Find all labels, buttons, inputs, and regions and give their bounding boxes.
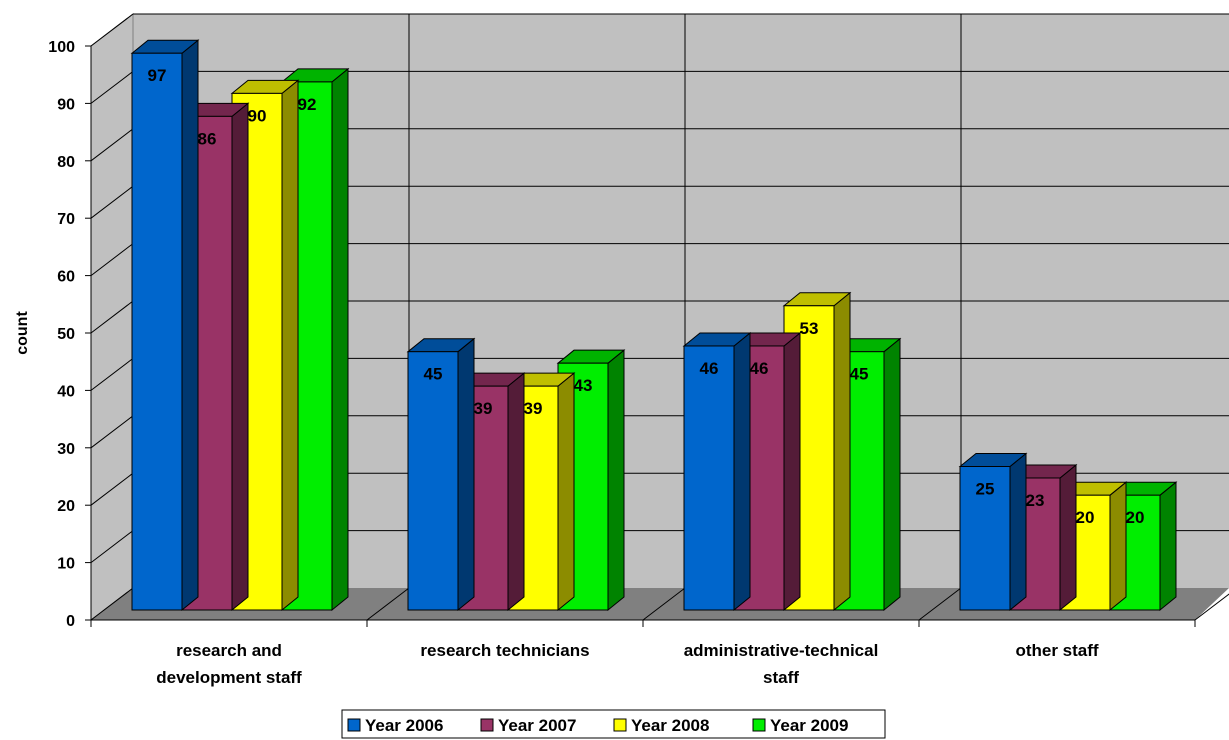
bar-side bbox=[1009, 452, 1027, 612]
y-tick-label: 80 bbox=[57, 154, 75, 171]
gridline-side bbox=[90, 243, 134, 276]
y-tick-labels: 0 10 20 30 40 50 60 70 80 90 100 bbox=[48, 39, 91, 630]
bar-1-2 bbox=[406, 337, 476, 612]
bar-side bbox=[507, 372, 525, 612]
y-tick-label: 10 bbox=[57, 556, 75, 573]
bar-side bbox=[181, 39, 199, 612]
data-labels: 92 90 86 97 43 39 39 45 45 53 46 46 20 20 23 25 bbox=[148, 66, 1145, 527]
gridline-side bbox=[90, 71, 134, 104]
data-label: 39 bbox=[474, 399, 493, 418]
y-tick-label: 50 bbox=[57, 326, 75, 343]
y-tick-label: 30 bbox=[57, 441, 75, 458]
bar-1-4 bbox=[958, 452, 1028, 612]
data-label: 92 bbox=[298, 95, 317, 114]
gridline-side bbox=[90, 472, 134, 506]
legend-swatch bbox=[752, 718, 766, 732]
y-axis-label: count bbox=[14, 311, 31, 355]
legend-swatch bbox=[613, 718, 627, 732]
data-label: 53 bbox=[800, 319, 819, 338]
bar-side bbox=[231, 102, 249, 612]
floor-divider bbox=[918, 587, 962, 621]
gridline-side bbox=[90, 415, 134, 449]
bar-side bbox=[883, 337, 901, 612]
legend-label: Year 2009 bbox=[770, 716, 848, 735]
data-label: 90 bbox=[248, 106, 267, 125]
data-label: 46 bbox=[750, 359, 769, 378]
chart-floor bbox=[91, 588, 1229, 620]
y-tick-label: 0 bbox=[66, 613, 75, 630]
data-label: 45 bbox=[424, 365, 443, 384]
x-tick-labels: research and development staff research te… bbox=[156, 641, 1099, 687]
legend-swatch bbox=[480, 718, 494, 732]
x-tick-label: other staff bbox=[1015, 641, 1098, 660]
legend-label: Year 2007 bbox=[498, 716, 576, 735]
data-label: 43 bbox=[574, 376, 593, 395]
data-label: 20 bbox=[1076, 508, 1095, 527]
gridline-side bbox=[90, 530, 134, 563]
gridline-side bbox=[90, 13, 134, 47]
data-label: 97 bbox=[148, 66, 167, 85]
bar-side bbox=[557, 372, 575, 612]
bar-side bbox=[607, 349, 625, 612]
bars bbox=[130, 39, 1178, 612]
bar-1-3 bbox=[682, 331, 752, 612]
data-label: 23 bbox=[1026, 491, 1045, 510]
y-tick-label: 40 bbox=[57, 383, 75, 400]
y-tick-label: 70 bbox=[57, 211, 75, 228]
bar-side bbox=[1159, 481, 1177, 612]
data-label: 39 bbox=[524, 399, 543, 418]
floor-divider bbox=[366, 587, 410, 621]
bar-side bbox=[281, 79, 299, 612]
y-tick-label: 20 bbox=[57, 498, 75, 515]
data-label: 45 bbox=[850, 365, 869, 384]
x-tick-label: research technicians bbox=[420, 641, 589, 660]
bar-side bbox=[331, 67, 349, 612]
y-tick-label: 100 bbox=[48, 39, 75, 56]
bar-side bbox=[1109, 481, 1127, 612]
gridline-side bbox=[90, 300, 134, 334]
bar-front bbox=[959, 466, 1011, 611]
legend-label: Year 2008 bbox=[631, 716, 709, 735]
gridline-side bbox=[90, 358, 134, 391]
y-tick-label: 60 bbox=[57, 269, 75, 286]
floor-divider bbox=[90, 587, 134, 621]
gridline-side bbox=[90, 185, 134, 219]
data-label: 46 bbox=[700, 359, 719, 378]
bar-side bbox=[733, 331, 751, 612]
x-tick-label: administrative-technical staff bbox=[684, 641, 879, 687]
legend: Year 2006 Year 2007 Year 2008 Year 2009 bbox=[341, 709, 886, 739]
x-tick-label: research and development staff bbox=[156, 641, 302, 687]
floor-divider bbox=[642, 587, 686, 621]
data-label: 20 bbox=[1126, 508, 1145, 527]
data-label: 25 bbox=[976, 480, 995, 499]
bar-front bbox=[407, 351, 459, 611]
bar-side bbox=[457, 337, 475, 612]
bar-side bbox=[1059, 463, 1077, 612]
floor-divider bbox=[1194, 593, 1229, 621]
bar-1-1 bbox=[130, 39, 200, 612]
bar-side bbox=[833, 291, 851, 612]
bar-front bbox=[683, 345, 735, 611]
gridline-side bbox=[90, 128, 134, 162]
legend-swatch bbox=[347, 718, 361, 732]
bar-front bbox=[131, 52, 183, 611]
data-label: 86 bbox=[198, 129, 217, 148]
bar-side bbox=[783, 331, 801, 612]
y-tick-label: 90 bbox=[57, 96, 75, 113]
legend-label: Year 2006 bbox=[365, 716, 443, 735]
bar-2-3 bbox=[732, 331, 802, 612]
